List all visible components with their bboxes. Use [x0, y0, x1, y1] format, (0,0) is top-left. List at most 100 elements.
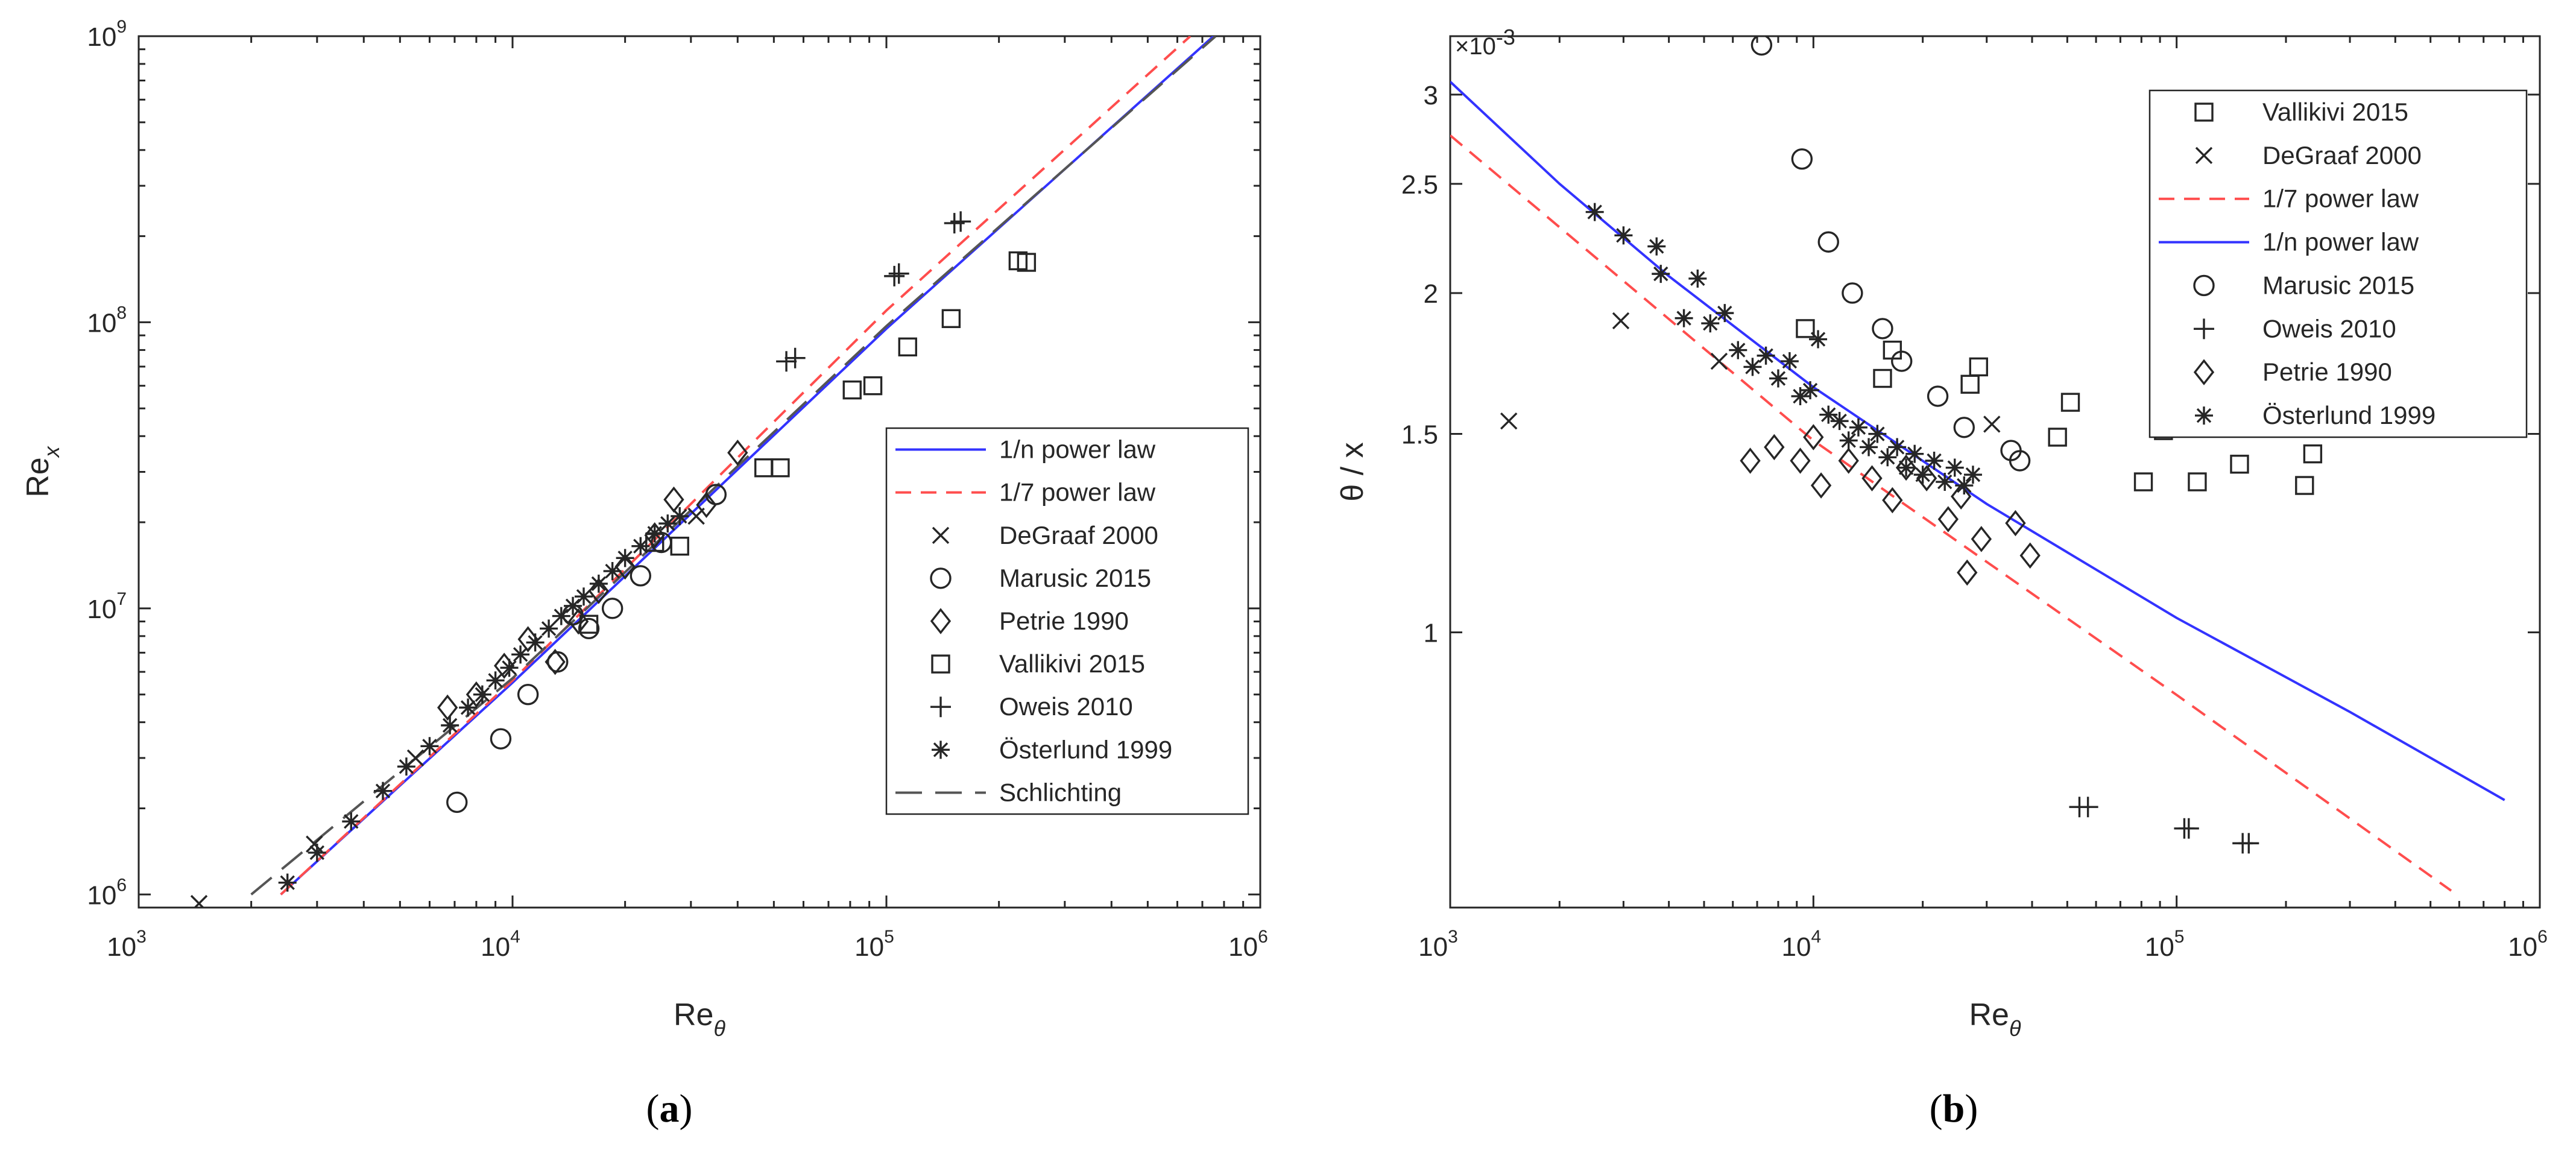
- legend-item: 1/7 power law: [2159, 185, 2419, 213]
- series-marusic-2015: [1750, 36, 2031, 472]
- x-tick-base: 10: [1782, 932, 1811, 962]
- series-oweis-2010: [2069, 797, 2259, 854]
- series--sterlund-1999: [1585, 203, 1982, 495]
- legend-swatch-square: [2194, 103, 2214, 122]
- legend-label: DeGraaf 2000: [2262, 141, 2422, 169]
- data-point-square: [579, 614, 599, 634]
- data-point-circle: [1791, 148, 1813, 170]
- data-point-asterisk: [552, 607, 570, 625]
- legend-label: Petrie 1990: [2262, 358, 2392, 386]
- data-point-x: [1500, 412, 1518, 430]
- data-point-square: [1960, 374, 1980, 394]
- y-axis-label: θ / x: [1335, 442, 1370, 501]
- legend-swatch-asterisk: [2195, 406, 2213, 425]
- y-tick-base: 10: [87, 595, 116, 624]
- y-axis-multiplier: ×10-3: [1455, 25, 1515, 60]
- data-point-asterisk: [671, 507, 689, 525]
- data-point-circle: [1953, 417, 1975, 438]
- data-point-asterisk: [540, 619, 558, 638]
- x-tick-base: 10: [1228, 932, 1258, 962]
- y-tick-base: 10: [87, 880, 116, 910]
- data-point-asterisk: [1614, 226, 1633, 245]
- data-point-asterisk: [1888, 438, 1907, 456]
- x-tick-exp: 4: [510, 927, 520, 947]
- series--sterlund-1999: [278, 507, 689, 892]
- data-point-diamond: [1790, 447, 1811, 474]
- legend-item: 1/n power law: [895, 435, 1156, 464]
- data-point-asterisk: [1849, 418, 1867, 437]
- series-vallikivi-2015: [1796, 319, 2323, 495]
- legend-swatch-asterisk: [932, 741, 950, 759]
- panel-label-close: ): [1965, 1087, 1978, 1131]
- data-point-x: [1983, 415, 2001, 433]
- data-point-asterisk: [486, 671, 505, 690]
- legend-swatch-diamond: [930, 608, 952, 634]
- panel-label-open: (: [1930, 1087, 1943, 1131]
- data-point-plus: [776, 351, 797, 372]
- y-tick-label: 108: [87, 303, 127, 338]
- x-tick-label: 105: [854, 927, 894, 962]
- series-degraaf-2000: [1500, 312, 2001, 433]
- data-point-asterisk: [1925, 452, 1943, 470]
- legend-label: 1/n power law: [999, 435, 1156, 464]
- data-point-square: [2048, 428, 2067, 447]
- data-point-diamond: [1957, 559, 1978, 586]
- data-point-asterisk: [1688, 269, 1707, 288]
- legend-label: Marusic 2015: [999, 564, 1151, 592]
- legend-swatch-plus: [930, 697, 951, 718]
- data-point-diamond: [727, 439, 748, 466]
- data-point-circle: [1927, 385, 1949, 407]
- data-point-circle: [446, 791, 468, 813]
- data-point-square: [2060, 393, 2080, 412]
- series-1-7-power-law: [280, 36, 1192, 896]
- data-point-square: [2133, 472, 2153, 491]
- data-point-circle: [517, 683, 539, 706]
- data-point-circle: [1750, 36, 1773, 56]
- data-point-asterisk: [1769, 369, 1787, 388]
- data-point-asterisk: [441, 716, 459, 734]
- data-point-asterisk: [575, 587, 593, 606]
- y-tick-exp: 6: [116, 875, 127, 895]
- data-point-asterisk: [1905, 444, 1924, 463]
- x-tick-label: 103: [107, 927, 147, 962]
- legend-swatch-circle: [930, 567, 952, 589]
- panel-label: (a): [646, 1087, 693, 1131]
- data-point-diamond: [437, 694, 458, 721]
- x-axis-label: Reθ: [1969, 997, 2021, 1041]
- data-point-asterisk: [603, 562, 622, 581]
- data-point-asterisk: [1780, 352, 1799, 371]
- legend-item: 1/n power law: [2159, 228, 2419, 256]
- legend-item: Petrie 1990: [930, 607, 1129, 635]
- data-point-diamond: [1882, 487, 1903, 514]
- data-point-diamond: [1810, 472, 1832, 499]
- legend-item: DeGraaf 2000: [2195, 141, 2422, 169]
- data-point-x: [1612, 312, 1630, 330]
- data-point-square: [670, 536, 689, 556]
- legend-item: Oweis 2010: [2194, 314, 2396, 343]
- data-point-asterisk: [1878, 448, 1897, 467]
- legend-label: DeGraaf 2000: [999, 521, 1158, 549]
- y-tick-exp: 8: [116, 303, 127, 323]
- y-axis-multiplier-base: ×10: [1455, 33, 1496, 60]
- data-point-diamond: [588, 578, 610, 604]
- y-tick-label: 109: [87, 17, 127, 52]
- legend-swatch-circle: [2193, 274, 2215, 297]
- data-point-square: [2295, 476, 2314, 495]
- data-point-diamond: [1951, 483, 1972, 510]
- data-point-circle: [1817, 231, 1839, 253]
- legend-item: Oweis 2010: [930, 692, 1133, 721]
- y-tick-label: 2.5: [1401, 170, 1438, 200]
- legend-label: Oweis 2010: [2262, 314, 2396, 343]
- data-point-asterisk: [1819, 405, 1838, 424]
- plot-area: [1450, 36, 2505, 892]
- legend-item: Vallikivi 2015: [931, 649, 1145, 678]
- data-point-asterisk: [1729, 341, 1747, 359]
- data-point-square: [863, 376, 883, 396]
- data-point-plus: [784, 347, 806, 368]
- data-point-circle: [1872, 318, 1893, 340]
- data-point-asterisk: [1743, 358, 1762, 376]
- legend-label: Marusic 2015: [2262, 271, 2414, 299]
- data-point-square: [1017, 253, 1037, 272]
- data-point-square: [842, 380, 862, 400]
- data-point-square: [771, 458, 790, 478]
